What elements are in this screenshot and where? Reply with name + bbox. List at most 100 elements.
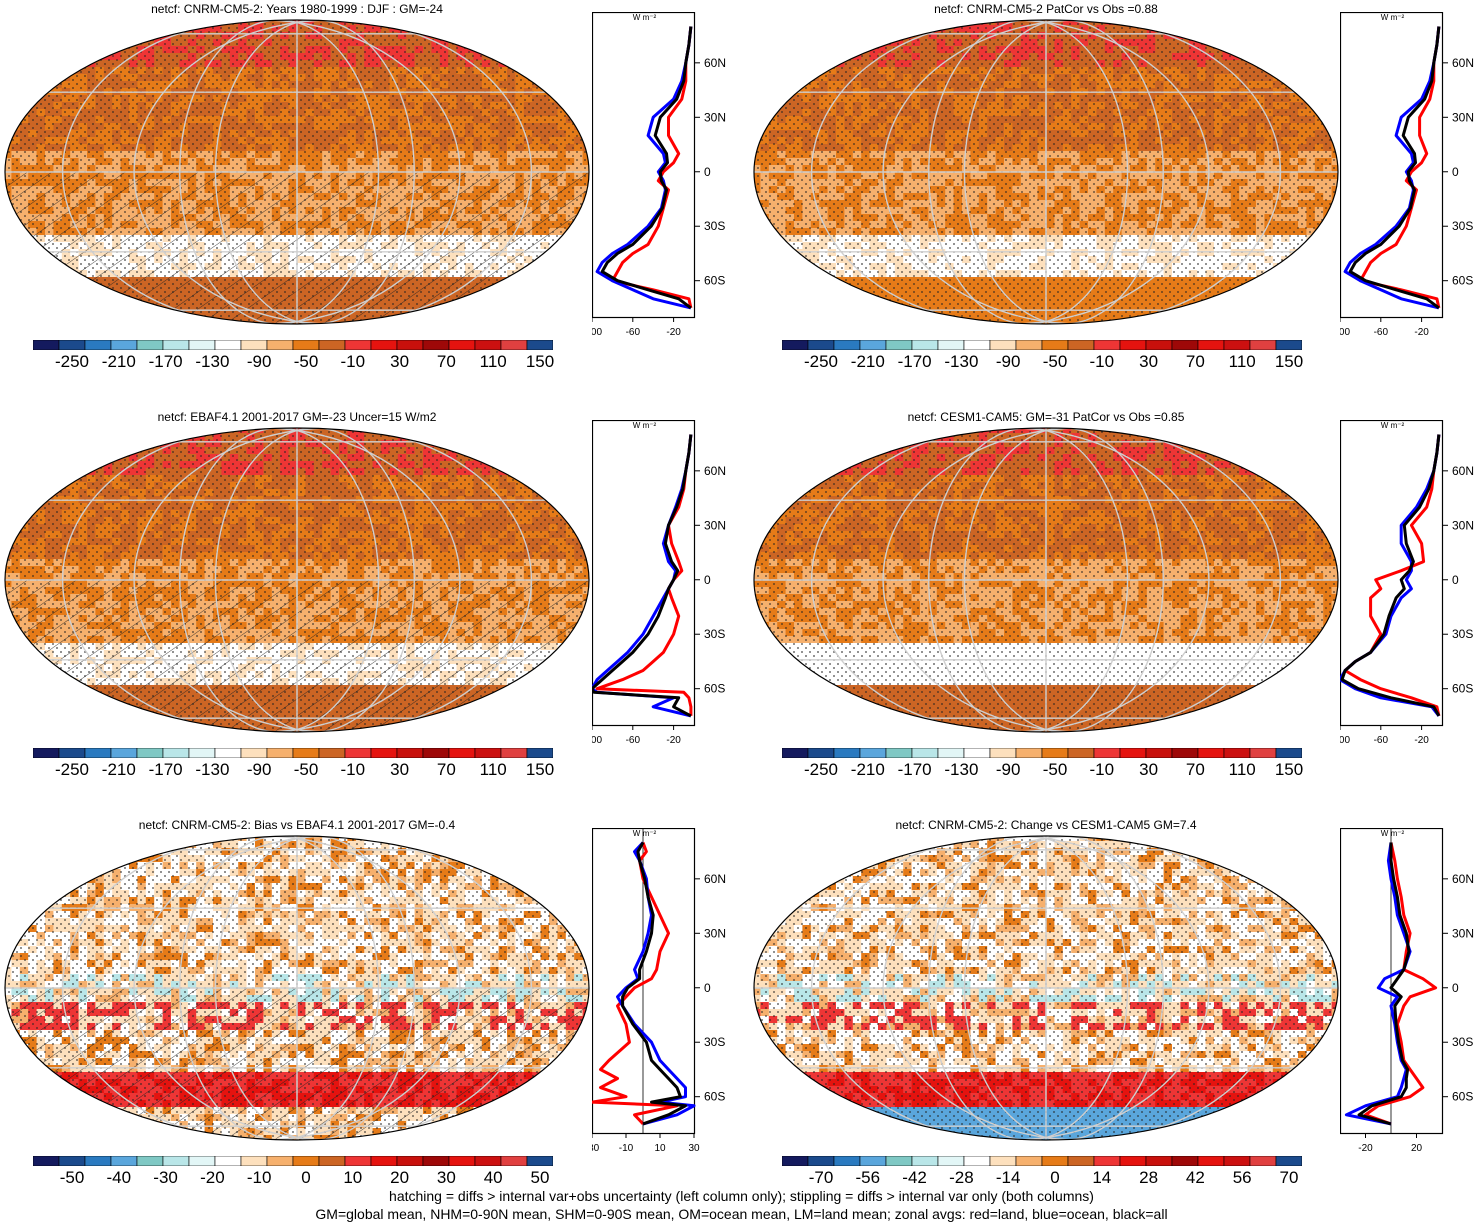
colorbar-tick-label: -210 [102, 352, 136, 372]
panel-6-title: netcf: CNRM-CM5-2: Change vs CESM1-CAM5 … [752, 818, 1340, 832]
colorbar-tick-label: 110 [480, 760, 507, 780]
colorbar-tick-label: 70 [1280, 1168, 1299, 1188]
zonal-x-tick-label: -100 [1340, 327, 1350, 338]
zonal-lat-tick-label: 30N [704, 518, 726, 532]
colorbar-tick-label: 0 [1050, 1168, 1059, 1188]
colorbar-tick-label: 70 [437, 760, 456, 780]
zonal-lat-tick-label: 60S [704, 682, 725, 696]
zonal-lat-tick-label: 0 [1452, 573, 1459, 587]
zonal-series-ocean [1345, 27, 1439, 308]
colorbar-tick-label: 70 [437, 352, 456, 372]
colorbar-tick-label: 30 [1139, 760, 1158, 780]
zonal-x-tick-label: 20 [1411, 1143, 1423, 1154]
panel-5-map [3, 834, 591, 1142]
colorbar-tick-label: -130 [944, 352, 978, 372]
panel-4-colorbar [782, 748, 1302, 758]
zonal-lat-tick-label: 0 [1452, 165, 1459, 179]
colorbar-tick-label: -28 [949, 1168, 974, 1188]
panel-2-map [752, 18, 1340, 326]
zonal-lat-tick-label: 60N [704, 872, 726, 886]
colorbar-tick-label: -170 [898, 760, 932, 780]
colorbar-tick-label: -210 [851, 760, 885, 780]
colorbar-tick-label: 30 [1139, 352, 1158, 372]
zonal-lat-tick-label: 30S [704, 1035, 725, 1049]
zonal-lat-tick-label: 30S [1452, 219, 1473, 233]
zonal-lat-tick-label: 30N [1452, 518, 1474, 532]
panel-6-colorbar [782, 1156, 1302, 1166]
zonal-series-land [612, 27, 691, 308]
colorbar-tick-label: -10 [247, 1168, 272, 1188]
zonal-units-label: W m⁻² [633, 829, 657, 838]
zonal-x-tick-label: -100 [592, 327, 602, 338]
panel-2-colorbar [782, 340, 1302, 350]
colorbar-tick-label: 20 [390, 1168, 409, 1188]
zonal-x-tick-label: -20 [666, 735, 681, 746]
zonal-lat-tick-label: 60S [1452, 1090, 1473, 1104]
zonal-series-ocean [597, 27, 691, 308]
panel-3-title: netcf: EBAF4.1 2001-2017 GM=-23 Uncer=15… [3, 410, 591, 424]
zonal-series-all [602, 27, 691, 308]
colorbar-tick-label: -20 [200, 1168, 225, 1188]
colorbar-tick-label: 150 [1275, 352, 1303, 372]
zonal-lat-tick-label: 0 [704, 981, 711, 995]
colorbar-tick-label: 150 [1275, 760, 1303, 780]
colorbar-tick-label: 40 [484, 1168, 503, 1188]
zonal-lat-tick-label: 60N [1452, 56, 1474, 70]
zonal-series-ocean [618, 843, 695, 1124]
zonal-units-label: W m⁻² [633, 421, 657, 430]
zonal-x-tick-label: -30 [592, 1143, 600, 1154]
zonal-lat-tick-label: 0 [1452, 981, 1459, 995]
colorbar-tick-label: -210 [102, 760, 136, 780]
zonal-lat-tick-label: 60S [704, 274, 725, 288]
colorbar-tick-label: -90 [247, 760, 272, 780]
zonal-x-tick-label: -60 [626, 735, 641, 746]
zonal-x-tick-label: -20 [1358, 1143, 1373, 1154]
panel-5-colorbar [33, 1156, 553, 1166]
colorbar-tick-label: -170 [149, 352, 183, 372]
zonal-lat-tick-label: 30N [1452, 926, 1474, 940]
panel-4-title: netcf: CESM1-CAM5: GM=-31 PatCor vs Obs … [752, 410, 1340, 424]
colorbar-tick-label: 70 [1186, 760, 1205, 780]
colorbar-tick-label: -90 [247, 352, 272, 372]
zonal-lat-tick-label: 60S [1452, 274, 1473, 288]
zonal-units-label: W m⁻² [1381, 13, 1405, 22]
zonal-series-land [1360, 27, 1439, 308]
zonal-lat-tick-label: 30N [704, 110, 726, 124]
zonal-units-label: W m⁻² [1381, 421, 1405, 430]
zonal-units-label: W m⁻² [1381, 829, 1405, 838]
colorbar-tick-label: 30 [390, 352, 409, 372]
colorbar-tick-label: -10 [1090, 352, 1115, 372]
colorbar-tick-label: -42 [902, 1168, 927, 1188]
colorbar-tick-label: -250 [804, 352, 838, 372]
zonal-units-label: W m⁻² [633, 13, 657, 22]
colorbar-tick-label: 42 [1186, 1168, 1205, 1188]
panel-1-map [3, 18, 591, 326]
colorbar-tick-label: -170 [149, 760, 183, 780]
zonal-lat-tick-label: 60N [1452, 464, 1474, 478]
zonal-series-land [1345, 435, 1439, 716]
zonal-lat-tick-label: 30S [1452, 627, 1473, 641]
colorbar-tick-label: 10 [343, 1168, 362, 1188]
colorbar-tick-label: -14 [996, 1168, 1021, 1188]
colorbar-tick-label: -10 [1090, 760, 1115, 780]
zonal-lat-tick-label: 60S [1452, 682, 1473, 696]
colorbar-tick-label: -50 [294, 352, 319, 372]
zonal-x-tick-label: -100 [1340, 735, 1350, 746]
colorbar-tick-label: 56 [1233, 1168, 1252, 1188]
colorbar-tick-label: -130 [944, 760, 978, 780]
colorbar-tick-label: -90 [996, 352, 1021, 372]
colorbar-tick-label: -130 [195, 760, 229, 780]
zonal-series-all [623, 843, 686, 1124]
zonal-lat-tick-label: 30N [704, 926, 726, 940]
colorbar-tick-label: 50 [531, 1168, 550, 1188]
colorbar-tick-label: -170 [898, 352, 932, 372]
colorbar-tick-label: -210 [851, 352, 885, 372]
zonal-lat-tick-label: 60N [704, 464, 726, 478]
